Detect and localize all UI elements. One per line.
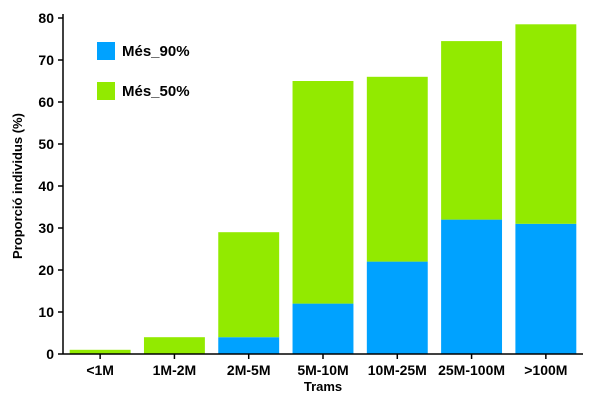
bar-mes-90-4 xyxy=(366,261,428,354)
bar-mes-50-2 xyxy=(218,232,280,338)
bar-mes-90-6 xyxy=(515,223,577,354)
x-tick-label-1: 1M-2M xyxy=(153,362,197,378)
bar-mes-90-2 xyxy=(218,337,280,354)
bar-mes-50-5 xyxy=(441,41,503,220)
axes-layer: 0 10 20 30 40 50 60 70 80 <1M 1M-2M 2M-5M 5M-10M 10M-… xyxy=(38,10,583,378)
y-tick-label-30: 30 xyxy=(38,220,54,236)
y-tick-label-50: 50 xyxy=(38,136,54,152)
legend: Més_90% Més_50% xyxy=(97,42,190,100)
y-tick-label-70: 70 xyxy=(38,52,54,68)
legend-swatch-mes-50 xyxy=(97,82,115,100)
bar-mes-50-4 xyxy=(366,76,428,262)
legend-label-mes-90: Més_90% xyxy=(122,43,190,60)
y-tick-label-40: 40 xyxy=(38,178,54,194)
legend-swatch-mes-90 xyxy=(97,42,115,60)
x-tick-label-0: <1M xyxy=(86,362,114,378)
y-axis-title: Proporció individus (%) xyxy=(10,113,25,259)
bars-layer xyxy=(69,24,577,354)
x-tick-label-4: 10M-25M xyxy=(368,362,427,378)
bar-mes-50-1 xyxy=(143,337,205,354)
x-tick-label-2: 2M-5M xyxy=(227,362,271,378)
y-tick-label-20: 20 xyxy=(38,262,54,278)
x-axis-title: Trams xyxy=(304,379,342,394)
bar-mes-90-3 xyxy=(292,303,354,354)
x-tick-label-3: 5M-10M xyxy=(297,362,348,378)
x-tick-label-5: 25M-100M xyxy=(438,362,505,378)
y-tick-label-60: 60 xyxy=(38,94,54,110)
x-tick-label-6: >100M xyxy=(524,362,567,378)
bar-mes-50-6 xyxy=(515,24,577,224)
y-tick-label-80: 80 xyxy=(38,10,54,26)
y-tick-label-10: 10 xyxy=(38,304,54,320)
bar-mes-50-0 xyxy=(69,349,131,354)
bar-mes-50-3 xyxy=(292,81,354,304)
legend-label-mes-50: Més_50% xyxy=(122,83,190,100)
bar-mes-90-5 xyxy=(441,219,503,354)
y-tick-label-0: 0 xyxy=(46,346,54,362)
